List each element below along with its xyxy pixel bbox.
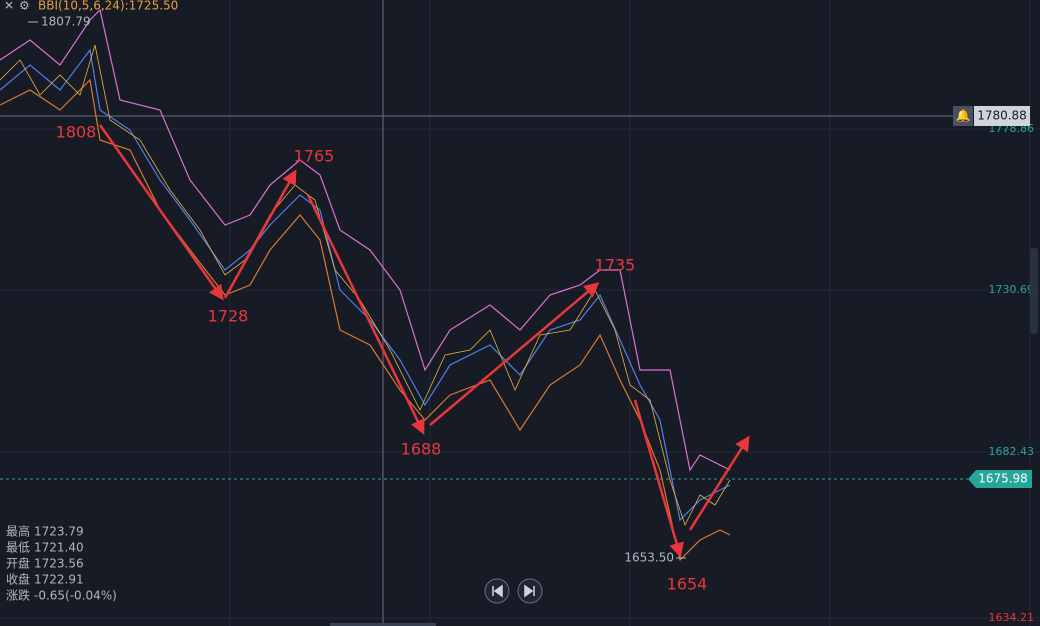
crosshair-price: 1780.88	[977, 109, 1027, 123]
price-axis-label: 1634.21	[989, 611, 1035, 624]
info-value: 1723.56	[34, 557, 84, 571]
price-axis-label: 1730.69	[989, 283, 1035, 296]
last-price: 1675.98	[978, 472, 1028, 486]
info-label: 开盘	[6, 556, 30, 571]
annotation: 1765	[294, 147, 335, 166]
annotation: 1735	[595, 256, 636, 275]
bell-icon: 🔔	[956, 109, 971, 123]
settings-icon[interactable]: ⚙	[19, 0, 30, 13]
time-scroll[interactable]	[330, 623, 436, 626]
info-value: 1721.40	[34, 541, 84, 555]
info-label: 涨跌	[6, 588, 30, 603]
annotation: 1654	[667, 575, 708, 594]
playback-controls	[484, 578, 543, 604]
ohlc-panel: 最高 1723.79 最低 1721.40 开盘 1723.56 收盘 1722…	[6, 524, 117, 603]
info-label: 收盘	[6, 572, 30, 587]
crosshair-price-tag	[974, 106, 1030, 126]
price-axis-label: 1682.43	[989, 445, 1035, 458]
prev-icon	[492, 584, 503, 598]
annotation: 1728	[208, 307, 249, 326]
low-label: 1653.50	[624, 551, 674, 565]
info-label: 最低	[6, 541, 30, 555]
high-label: 1807.79	[41, 15, 91, 29]
scrollbar[interactable]	[1030, 248, 1038, 334]
next-icon	[524, 584, 535, 598]
alert-button[interactable]	[953, 106, 973, 126]
annotation: 1808	[56, 123, 97, 142]
close-icon[interactable]: ✕	[4, 0, 14, 13]
last-price-tag	[968, 470, 1032, 488]
trend-arrows	[98, 124, 750, 558]
info-value: -0.65(-0.04%)	[34, 589, 117, 603]
indicator-label: BBI(10,5,6,24):1725.50	[38, 0, 178, 13]
price-lines	[0, 8, 731, 562]
info-value: 1723.79	[34, 525, 84, 539]
info-value: 1722.91	[34, 573, 84, 587]
info-label: 最高	[6, 524, 30, 539]
annotation: 1688	[401, 440, 442, 459]
